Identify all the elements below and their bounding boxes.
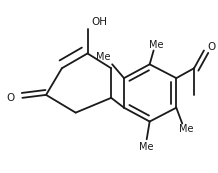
- Text: O: O: [208, 42, 216, 52]
- Text: O: O: [6, 93, 15, 103]
- Text: OH: OH: [92, 17, 107, 27]
- Text: Me: Me: [96, 52, 111, 62]
- Text: Me: Me: [149, 40, 164, 50]
- Text: Me: Me: [140, 142, 154, 152]
- Text: Me: Me: [179, 124, 193, 134]
